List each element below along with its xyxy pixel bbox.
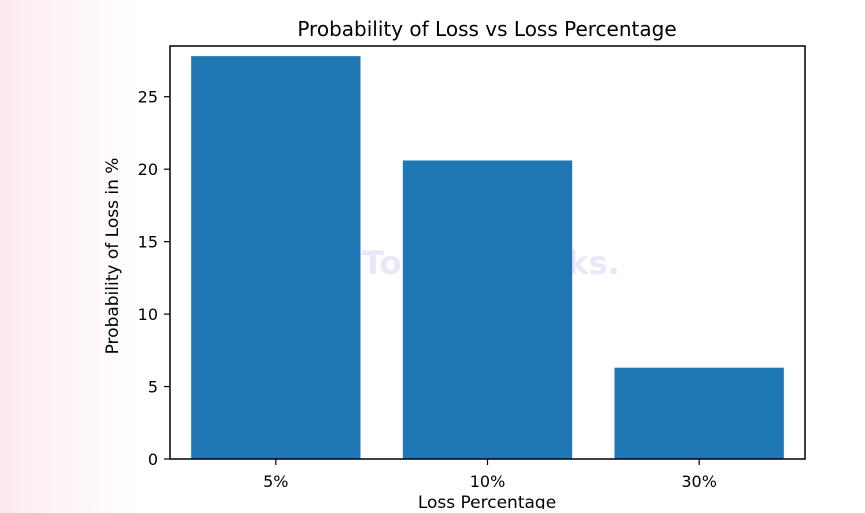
x-tick-label: 10% — [470, 472, 506, 491]
y-tick-label: 20 — [138, 160, 158, 179]
bars-layer — [191, 56, 784, 459]
y-tick-label: 5 — [148, 378, 158, 397]
y-axis-label: Probability of Loss in % — [103, 158, 123, 355]
bar-5pct — [191, 56, 361, 459]
y-tick-label: 15 — [138, 233, 158, 252]
x-axis-label: Loss Percentage — [418, 493, 556, 509]
x-axis: 5% 10% 30% — [263, 459, 717, 491]
x-tick-label: 30% — [681, 472, 717, 491]
x-tick-label: 5% — [263, 472, 288, 491]
y-tick-label: 10 — [138, 305, 158, 324]
y-axis: 0 5 10 15 20 25 — [138, 88, 170, 469]
bar-30pct — [614, 367, 784, 459]
y-tick-label: 0 — [148, 450, 158, 469]
y-tick-label: 25 — [138, 88, 158, 107]
chart-title: Probability of Loss vs Loss Percentage — [297, 17, 676, 41]
bar-10pct — [402, 160, 573, 459]
